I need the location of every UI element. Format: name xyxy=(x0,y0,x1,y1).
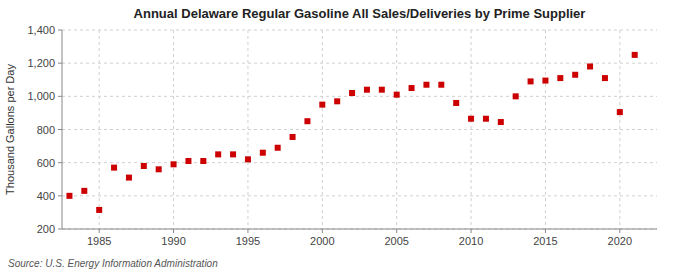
point xyxy=(230,151,236,157)
point xyxy=(409,85,415,91)
grid xyxy=(62,30,657,229)
point xyxy=(260,150,266,156)
point xyxy=(304,118,310,124)
tick-mark xyxy=(471,229,472,233)
grid-line xyxy=(545,30,546,229)
annotation: Source: U.S. Energy Information Administ… xyxy=(8,258,218,269)
point xyxy=(111,165,117,171)
point xyxy=(379,87,385,93)
tick-mark xyxy=(58,30,62,31)
tick-mark xyxy=(58,162,62,163)
grid-line xyxy=(62,129,657,130)
tick-label: 400 xyxy=(37,190,55,202)
point xyxy=(483,116,489,122)
tick-mark xyxy=(99,229,100,233)
point xyxy=(96,207,102,213)
point xyxy=(185,158,191,164)
point xyxy=(572,72,578,78)
title: Annual Delaware Regular Gasoline All Sal… xyxy=(134,6,586,21)
tick-mark xyxy=(58,229,62,230)
grid-line xyxy=(396,30,397,229)
chart: Annual Delaware Regular Gasoline All Sal… xyxy=(0,0,675,275)
tick-mark xyxy=(545,229,546,233)
point xyxy=(364,87,370,93)
point xyxy=(275,145,281,151)
point xyxy=(200,158,206,164)
point xyxy=(215,151,221,157)
point xyxy=(81,188,87,194)
point xyxy=(349,90,355,96)
tick-mark xyxy=(322,229,323,233)
point xyxy=(394,92,400,98)
tick-label: 1995 xyxy=(236,235,260,247)
grid-line xyxy=(62,30,657,31)
tick-label: 1985 xyxy=(87,235,111,247)
grid-line xyxy=(62,63,657,64)
tick-label: 2015 xyxy=(533,235,557,247)
grid-line xyxy=(471,30,472,229)
point xyxy=(334,98,340,104)
tick-label: 1990 xyxy=(161,235,185,247)
point xyxy=(468,116,474,122)
tick-label: 800 xyxy=(37,124,55,136)
point xyxy=(171,161,177,167)
point xyxy=(156,166,162,172)
tick-mark xyxy=(58,63,62,64)
tick-label: 2020 xyxy=(608,235,632,247)
point xyxy=(141,163,147,169)
grid-line xyxy=(247,30,248,229)
grid-line xyxy=(99,30,100,229)
tick-mark xyxy=(173,229,174,233)
tick-label: 2010 xyxy=(459,235,483,247)
point xyxy=(290,134,296,140)
grid-line xyxy=(322,30,323,229)
grid-line xyxy=(619,30,620,229)
point xyxy=(557,75,563,81)
point xyxy=(617,109,623,115)
y-axis-line xyxy=(62,30,63,229)
tick-label: 1,400 xyxy=(27,24,55,36)
point xyxy=(438,82,444,88)
tick-label: 1,000 xyxy=(27,90,55,102)
y-axis-label: Thousand Gallons per Day xyxy=(4,64,16,195)
point xyxy=(66,193,72,199)
point xyxy=(542,78,548,84)
grid-line xyxy=(173,30,174,229)
tick-mark xyxy=(58,195,62,196)
point xyxy=(513,93,519,99)
point xyxy=(453,100,459,106)
tick-mark xyxy=(396,229,397,233)
tick-label: 600 xyxy=(37,157,55,169)
tick-label: 200 xyxy=(37,223,55,235)
x-axis-line xyxy=(62,229,657,230)
grid-line xyxy=(62,229,657,230)
point xyxy=(587,63,593,69)
tick-label: 2000 xyxy=(310,235,334,247)
point xyxy=(602,75,608,81)
point xyxy=(423,82,429,88)
point xyxy=(319,102,325,108)
point xyxy=(126,175,132,181)
axes: 200 400 600 800 1,000 1,200 1,400 1985 1990 1995 2… xyxy=(27,24,657,247)
point xyxy=(498,119,504,125)
tick-mark xyxy=(619,229,620,233)
tick-mark xyxy=(58,129,62,130)
grid-line xyxy=(62,96,657,97)
points xyxy=(66,52,637,213)
point xyxy=(528,78,534,84)
tick-mark xyxy=(247,229,248,233)
point xyxy=(632,52,638,58)
tick-mark xyxy=(58,96,62,97)
grid-line xyxy=(62,195,657,196)
tick-label: 1,200 xyxy=(27,57,55,69)
grid-line xyxy=(62,162,657,163)
tick-label: 2005 xyxy=(384,235,408,247)
point xyxy=(245,156,251,162)
